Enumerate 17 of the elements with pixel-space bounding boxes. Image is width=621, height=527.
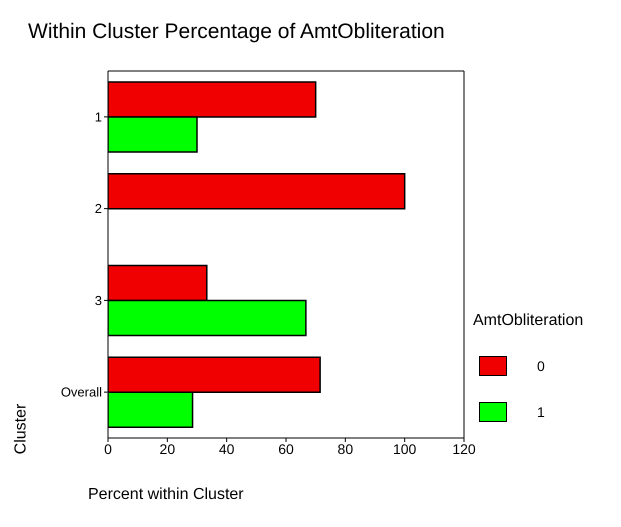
y-tick-label: 3 bbox=[94, 292, 102, 308]
x-axis-title: Percent within Cluster bbox=[88, 486, 244, 504]
y-axis-title: Cluster bbox=[12, 404, 30, 454]
legend-title: AmtObliteration bbox=[473, 312, 584, 330]
y-tick-label: Overall bbox=[60, 384, 102, 400]
x-tick-label: 80 bbox=[338, 440, 354, 457]
y-tick-label: 2 bbox=[94, 201, 102, 216]
x-tick-label: 60 bbox=[278, 440, 294, 457]
x-tick-label: 120 bbox=[452, 440, 476, 457]
x-tick-label: 100 bbox=[392, 440, 417, 457]
x-tick-label: 40 bbox=[218, 440, 235, 457]
legend-label: 0 bbox=[537, 358, 545, 374]
x-tick-label: 20 bbox=[160, 440, 176, 457]
chart-title: Within Cluster Percentage of AmtObliteration bbox=[28, 20, 445, 44]
y-tick-label: 1 bbox=[94, 109, 102, 124]
x-tick-label: 0 bbox=[104, 440, 112, 457]
legend-label: 1 bbox=[537, 404, 545, 420]
